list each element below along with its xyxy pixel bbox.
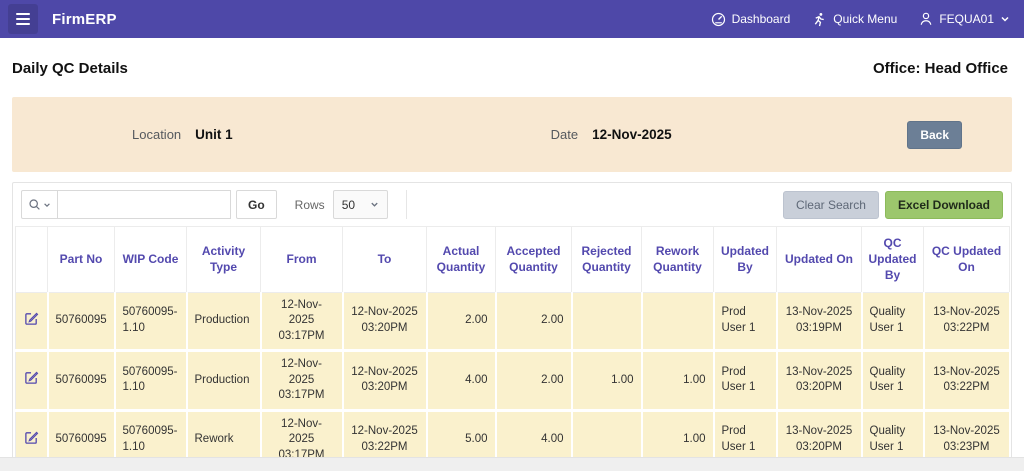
cell-updated-by: Prod User 1 xyxy=(714,351,777,411)
column-header[interactable]: QC Updated On xyxy=(924,227,1010,293)
go-button[interactable]: Go xyxy=(236,190,277,219)
top-navbar: FirmERP Dashboard Quick Menu xyxy=(0,0,1024,38)
cell-to: 12-Nov-2025 03:20PM xyxy=(343,351,427,411)
qc-details-table: Part No WIP Code Activity Type From To A… xyxy=(15,226,1011,469)
cell-updated-by: Prod User 1 xyxy=(714,292,777,351)
cell-updated-on: 13-Nov-2025 03:20PM xyxy=(777,351,862,411)
cell-rework xyxy=(642,292,714,351)
location-group: Location Unit 1 xyxy=(132,127,233,142)
edit-icon xyxy=(24,430,39,445)
cell-rejected: 1.00 xyxy=(572,351,642,411)
cell-activity-type: Production xyxy=(187,292,261,351)
cell-part-no: 50760095 xyxy=(48,292,115,351)
cell-accepted: 2.00 xyxy=(496,351,572,411)
edit-row-button[interactable] xyxy=(16,351,48,411)
page-title: Daily QC Details xyxy=(12,60,128,77)
search-input[interactable] xyxy=(58,190,231,219)
location-label: Location xyxy=(132,127,181,142)
clear-search-button[interactable]: Clear Search xyxy=(783,191,879,219)
excel-download-button[interactable]: Excel Download xyxy=(885,191,1003,219)
cell-actual: 4.00 xyxy=(427,351,496,411)
column-header[interactable]: Updated On xyxy=(777,227,862,293)
search-icon xyxy=(28,198,41,211)
column-header[interactable]: WIP Code xyxy=(115,227,187,293)
rows-select-value: 50 xyxy=(342,198,355,212)
cell-qc-updated-on: 13-Nov-2025 03:22PM xyxy=(924,351,1010,411)
cell-part-no: 50760095 xyxy=(48,351,115,411)
cell-qc-updated-by: Quality User 1 xyxy=(862,351,924,411)
cell-qc-updated-on: 13-Nov-2025 03:22PM xyxy=(924,292,1010,351)
report-region: Go Rows 50 Clear Search Excel Download xyxy=(12,182,1012,471)
title-row: Daily QC Details Office: Head Office xyxy=(0,38,1024,77)
report-toolbar: Go Rows 50 Clear Search Excel Download xyxy=(15,190,1009,226)
cell-from: 12-Nov-2025 03:17PM xyxy=(261,351,343,411)
chevron-down-icon xyxy=(43,201,51,209)
search-group xyxy=(21,190,231,219)
cell-from: 12-Nov-2025 03:17PM xyxy=(261,292,343,351)
date-value: 12-Nov-2025 xyxy=(592,127,672,142)
nav-dashboard[interactable]: Dashboard xyxy=(711,12,791,27)
dashboard-gauge-icon xyxy=(711,12,726,27)
cell-rejected xyxy=(572,292,642,351)
cell-wip-code: 50760095-1.10 xyxy=(115,351,187,411)
back-button[interactable]: Back xyxy=(907,121,962,149)
filter-card: Location Unit 1 Date 12-Nov-2025 Back xyxy=(12,97,1012,172)
rows-label: Rows xyxy=(295,198,325,212)
column-header[interactable]: Actual Quantity xyxy=(427,227,496,293)
edit-icon xyxy=(24,370,39,385)
page-footer-bar xyxy=(0,457,1024,471)
date-label: Date xyxy=(551,127,578,142)
nav-quick-menu-label: Quick Menu xyxy=(833,12,897,26)
user-icon xyxy=(919,12,933,26)
rows-group: Rows 50 xyxy=(295,190,407,219)
quick-menu-runner-icon xyxy=(812,12,827,27)
cell-to: 12-Nov-2025 03:20PM xyxy=(343,292,427,351)
cell-accepted: 2.00 xyxy=(496,292,572,351)
search-options-button[interactable] xyxy=(21,190,58,219)
column-header[interactable]: Part No xyxy=(48,227,115,293)
column-header[interactable]: Rejected Quantity xyxy=(572,227,642,293)
cell-wip-code: 50760095-1.10 xyxy=(115,292,187,351)
cell-actual: 2.00 xyxy=(427,292,496,351)
edit-row-button[interactable] xyxy=(16,292,48,351)
table-row: 5076009550760095-1.10Production12-Nov-20… xyxy=(16,292,1010,351)
column-header[interactable]: Rework Quantity xyxy=(642,227,714,293)
column-header[interactable]: Activity Type xyxy=(187,227,261,293)
cell-qc-updated-by: Quality User 1 xyxy=(862,292,924,351)
edit-icon xyxy=(24,311,39,326)
hamburger-menu-icon[interactable] xyxy=(8,4,38,34)
nav-user-label: FEQUA01 xyxy=(939,12,994,26)
app-brand: FirmERP xyxy=(52,11,117,28)
location-value: Unit 1 xyxy=(195,127,233,142)
chevron-down-icon xyxy=(1000,14,1010,24)
table-row: 5076009550760095-1.10Production12-Nov-20… xyxy=(16,351,1010,411)
table-body: 5076009550760095-1.10Production12-Nov-20… xyxy=(16,292,1010,469)
cell-updated-on: 13-Nov-2025 03:19PM xyxy=(777,292,862,351)
daily-qc-page: FirmERP Dashboard Quick Menu xyxy=(0,0,1024,471)
office-label: Office: Head Office xyxy=(873,60,1008,77)
nav-dashboard-label: Dashboard xyxy=(732,12,791,26)
column-header[interactable]: Updated By xyxy=(714,227,777,293)
rows-select[interactable]: 50 xyxy=(333,190,388,219)
cell-rework: 1.00 xyxy=(642,351,714,411)
table-header-row: Part No WIP Code Activity Type From To A… xyxy=(16,227,1010,293)
column-header[interactable]: From xyxy=(261,227,343,293)
cell-activity-type: Production xyxy=(187,351,261,411)
nav-quick-menu[interactable]: Quick Menu xyxy=(812,12,897,27)
column-header[interactable]: QC Updated By xyxy=(862,227,924,293)
date-group: Date 12-Nov-2025 xyxy=(551,127,672,142)
nav-user-menu[interactable]: FEQUA01 xyxy=(919,12,1010,26)
column-header[interactable]: Accepted Quantity xyxy=(496,227,572,293)
column-header-edit xyxy=(16,227,48,293)
column-header[interactable]: To xyxy=(343,227,427,293)
chevron-down-icon xyxy=(370,200,379,209)
